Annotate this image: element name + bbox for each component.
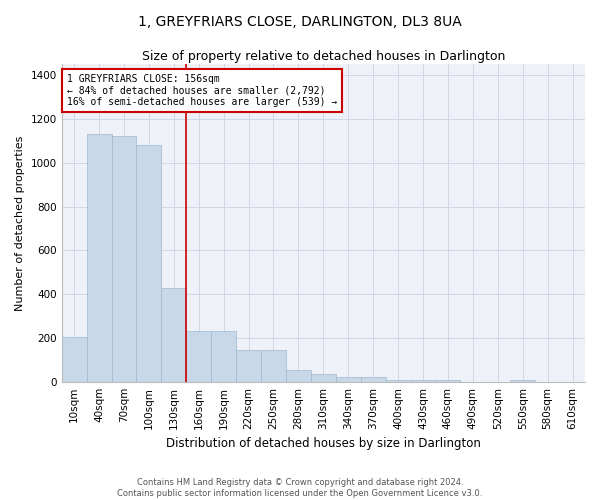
Bar [336,378,361,382]
Bar [510,380,535,382]
Bar [261,350,286,382]
Text: Contains HM Land Registry data © Crown copyright and database right 2024.
Contai: Contains HM Land Registry data © Crown c… [118,478,482,498]
Bar [286,370,311,382]
Text: 1 GREYFRIARS CLOSE: 156sqm
← 84% of detached houses are smaller (2,792)
16% of s: 1 GREYFRIARS CLOSE: 156sqm ← 84% of deta… [67,74,337,107]
Bar [436,380,460,382]
Title: Size of property relative to detached houses in Darlington: Size of property relative to detached ho… [142,50,505,63]
Bar [186,332,211,382]
Y-axis label: Number of detached properties: Number of detached properties [15,136,25,310]
Bar [136,145,161,382]
Bar [62,337,86,382]
Bar [161,288,186,382]
Bar [361,378,386,382]
X-axis label: Distribution of detached houses by size in Darlington: Distribution of detached houses by size … [166,437,481,450]
Bar [311,374,336,382]
Bar [112,136,136,382]
Bar [211,332,236,382]
Bar [86,134,112,382]
Text: 1, GREYFRIARS CLOSE, DARLINGTON, DL3 8UA: 1, GREYFRIARS CLOSE, DARLINGTON, DL3 8UA [138,15,462,29]
Bar [410,380,436,382]
Bar [236,350,261,382]
Bar [386,380,410,382]
